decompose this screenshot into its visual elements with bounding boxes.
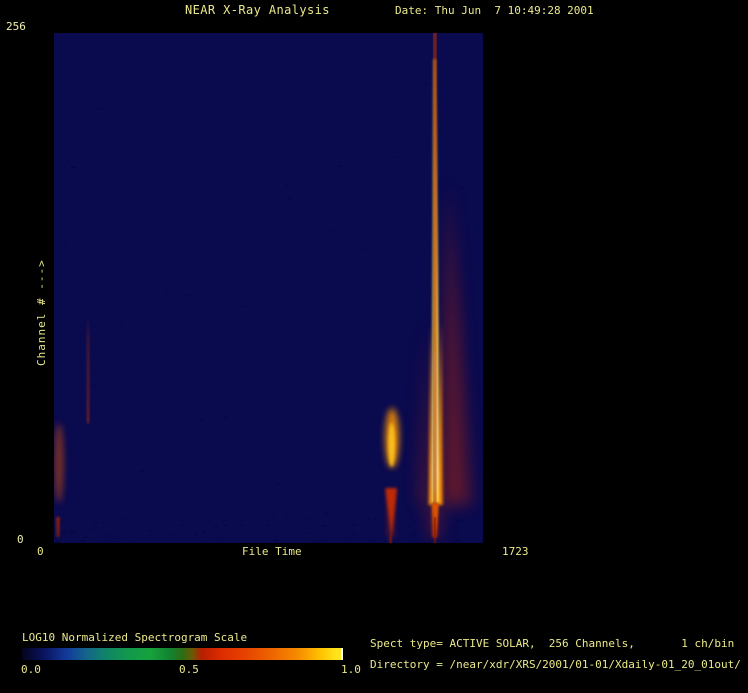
x-axis-min-tick: 0 bbox=[37, 545, 44, 558]
page-title: NEAR X-Ray Analysis bbox=[185, 3, 330, 17]
y-axis-title: Channel # ---> bbox=[35, 259, 48, 366]
spectrogram-heatmap bbox=[54, 33, 483, 543]
y-axis-min-tick: 0 bbox=[17, 533, 24, 546]
colorbar-label: LOG10 Normalized Spectrogram Scale bbox=[22, 631, 248, 644]
x-axis-max-tick: 1723 bbox=[502, 545, 529, 558]
directory-label: Directory = /near/xdr/XRS/2001/01-01/Xda… bbox=[370, 658, 741, 671]
spect-type-label: Spect type= ACTIVE SOLAR, 256 Channels, … bbox=[370, 637, 735, 650]
colorbar-tick-1: 0.5 bbox=[179, 663, 199, 676]
colorbar-gradient bbox=[22, 648, 343, 660]
colorbar-tick-0: 0.0 bbox=[21, 663, 41, 676]
colorbar-tick-2: 1.0 bbox=[341, 663, 361, 676]
date-label: Date: Thu Jun 7 10:49:28 2001 bbox=[395, 4, 594, 17]
x-axis-title: File Time bbox=[242, 545, 302, 558]
y-axis-max-tick: 256 bbox=[6, 20, 26, 33]
